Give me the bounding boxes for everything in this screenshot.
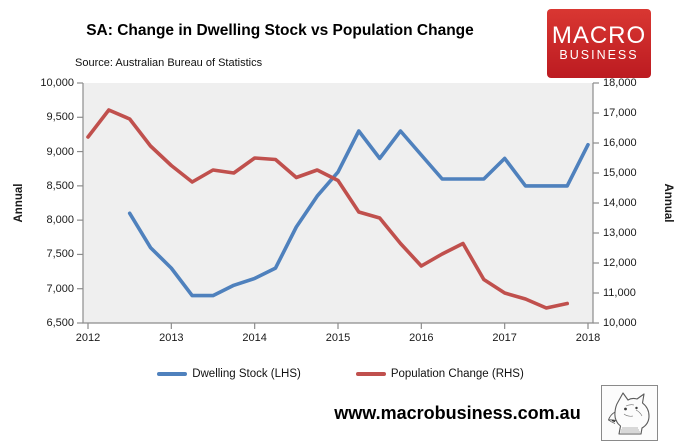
dwelling-stock-line-swatch: [157, 372, 188, 376]
left-axis-title: Annual: [13, 183, 25, 223]
left-tick-7,000: 7,000: [46, 282, 74, 295]
chart-title: SA: Change in Dwelling Stock vs Populati…: [86, 22, 474, 39]
right-tick-16,000: 16,000: [603, 137, 637, 149]
wolf-icon: [607, 392, 650, 435]
x-tick-2017: 2017: [492, 332, 517, 344]
source-note: Source: Australian Bureau of Statistics: [75, 57, 263, 69]
x-tick-2015: 2015: [325, 332, 351, 344]
logo-line-business: BUSINESS: [559, 48, 639, 62]
right-tick-15,000: 15,000: [603, 167, 637, 179]
right-tick-17,000: 17,000: [603, 107, 637, 119]
wolf-etching-logo: [601, 385, 658, 441]
website-url: www.macrobusiness.com.au: [334, 403, 581, 423]
left-tick-10,000: 10,000: [40, 77, 74, 89]
x-tick-2012: 2012: [75, 332, 101, 344]
series-line-0: [127, 129, 590, 298]
legend-item-dwelling-stock: Dwelling Stock (LHS): [157, 368, 301, 380]
x-tick-2018: 2018: [575, 332, 601, 344]
right-tick-12,000: 12,000: [603, 257, 637, 269]
right-tick-13,000: 13,000: [603, 227, 637, 239]
left-tick-9,000: 9,000: [46, 145, 74, 158]
x-tick-2014: 2014: [242, 332, 267, 344]
macrobusiness-logo: MACRO BUSINESS: [547, 9, 651, 78]
right-tick-18,000: 18,000: [603, 77, 637, 89]
series-line-1: [86, 108, 570, 310]
left-tick-9,500: 9,500: [46, 111, 74, 124]
population-change-line-swatch: [355, 372, 386, 376]
legend-item-population-change: Population Change (RHS): [355, 368, 524, 380]
chart-legend: Dwelling Stock (LHS) Population Change (…: [0, 368, 681, 380]
legend-label-dwelling-stock: Dwelling Stock (LHS): [192, 368, 301, 380]
left-tick-6,500: 6,500: [46, 317, 74, 329]
left-tick-7,500: 7,500: [46, 248, 74, 261]
right-tick-11,000: 11,000: [603, 287, 636, 299]
plot-area: [83, 83, 593, 323]
x-tick-2016: 2016: [409, 332, 434, 344]
logo-line-macro: MACRO: [551, 22, 647, 49]
legend-label-population-change: Population Change (RHS): [390, 368, 524, 380]
x-tick-2013: 2013: [159, 332, 184, 344]
left-tick-8,000: 8,000: [46, 214, 74, 227]
right-tick-10,000: 10,000: [603, 317, 637, 329]
left-tick-8,500: 8,500: [46, 179, 74, 192]
right-axis-title: Annual: [662, 183, 674, 223]
right-tick-14,000: 14,000: [603, 197, 637, 209]
